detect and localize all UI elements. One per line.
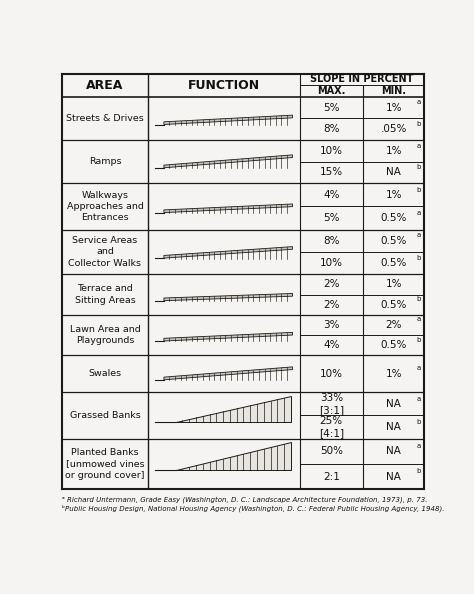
- Text: b: b: [417, 296, 421, 302]
- Text: Terrace and
Sitting Areas: Terrace and Sitting Areas: [74, 285, 136, 305]
- Text: 5%: 5%: [323, 103, 339, 112]
- Text: NA: NA: [386, 168, 401, 178]
- Text: a: a: [417, 143, 421, 148]
- Text: a: a: [417, 232, 421, 238]
- Text: b: b: [417, 255, 421, 261]
- Text: NA: NA: [386, 472, 401, 482]
- Text: 0.5%: 0.5%: [381, 340, 407, 350]
- Text: 4%: 4%: [323, 190, 339, 200]
- Text: b: b: [417, 419, 421, 425]
- Text: a: a: [417, 99, 421, 105]
- Polygon shape: [164, 367, 292, 380]
- Text: a: a: [417, 443, 421, 449]
- Polygon shape: [164, 115, 292, 125]
- Text: 1%: 1%: [385, 103, 402, 112]
- Text: 8%: 8%: [323, 236, 339, 246]
- Text: ᵃ Richard Untermann, Grade Easy (Washington, D. C.: Landscape Architecture Found: ᵃ Richard Untermann, Grade Easy (Washing…: [63, 497, 428, 503]
- Text: Streets & Drives: Streets & Drives: [66, 114, 144, 123]
- Text: 33%
[3:1]: 33% [3:1]: [319, 393, 344, 415]
- Text: a: a: [417, 210, 421, 216]
- Text: 0.5%: 0.5%: [381, 236, 407, 246]
- Text: 2%: 2%: [385, 320, 402, 330]
- Text: ᵇPublic Housing Design, National Housing Agency (Washington, D. C.: Federal Publ: ᵇPublic Housing Design, National Housing…: [63, 505, 445, 512]
- Text: 50%: 50%: [320, 446, 343, 456]
- Text: 2:1: 2:1: [323, 472, 340, 482]
- Text: 10%: 10%: [320, 146, 343, 156]
- Polygon shape: [175, 443, 291, 470]
- Polygon shape: [164, 247, 292, 258]
- Text: 10%: 10%: [320, 258, 343, 268]
- Text: 3%: 3%: [323, 320, 339, 330]
- Text: NA: NA: [386, 446, 401, 456]
- Text: 1%: 1%: [385, 146, 402, 156]
- Text: 0.5%: 0.5%: [381, 213, 407, 223]
- Text: a: a: [417, 396, 421, 402]
- Text: .05%: .05%: [381, 124, 407, 134]
- Text: NA: NA: [386, 422, 401, 432]
- Text: b: b: [417, 337, 421, 343]
- Text: 4%: 4%: [323, 340, 339, 350]
- Text: Grassed Banks: Grassed Banks: [70, 411, 140, 420]
- Polygon shape: [164, 155, 292, 168]
- Text: b: b: [417, 164, 421, 170]
- Text: SLOPE IN PERCENT: SLOPE IN PERCENT: [310, 74, 414, 84]
- Text: 0.5%: 0.5%: [381, 258, 407, 268]
- Polygon shape: [164, 333, 292, 341]
- Polygon shape: [164, 293, 292, 301]
- Text: Service Areas
and
Collector Walks: Service Areas and Collector Walks: [68, 236, 141, 267]
- Text: 25%
[4:1]: 25% [4:1]: [319, 416, 344, 438]
- Text: Swales: Swales: [89, 369, 121, 378]
- Text: 1%: 1%: [385, 279, 402, 289]
- Text: Lawn Area and
Playgrounds: Lawn Area and Playgrounds: [70, 325, 140, 345]
- Polygon shape: [175, 396, 291, 422]
- Text: a: a: [417, 365, 421, 371]
- Text: FUNCTION: FUNCTION: [188, 78, 260, 91]
- Text: Planted Banks
[unmowed vines
or ground cover]: Planted Banks [unmowed vines or ground c…: [65, 448, 145, 479]
- Text: MAX.: MAX.: [317, 86, 346, 96]
- Text: a: a: [417, 317, 421, 323]
- Text: MIN.: MIN.: [381, 86, 406, 96]
- Text: b: b: [417, 469, 421, 475]
- Text: Ramps: Ramps: [89, 157, 121, 166]
- Text: 2%: 2%: [323, 299, 339, 309]
- Text: 15%: 15%: [319, 168, 343, 178]
- Text: 1%: 1%: [385, 190, 402, 200]
- Text: b: b: [417, 187, 421, 192]
- Text: 5%: 5%: [323, 213, 339, 223]
- Text: 0.5%: 0.5%: [381, 299, 407, 309]
- Polygon shape: [164, 204, 292, 213]
- Text: NA: NA: [386, 399, 401, 409]
- Text: 10%: 10%: [320, 369, 343, 378]
- Text: b: b: [417, 121, 421, 127]
- Text: 8%: 8%: [323, 124, 339, 134]
- Text: AREA: AREA: [86, 78, 124, 91]
- Text: 2%: 2%: [323, 279, 339, 289]
- Text: 1%: 1%: [385, 369, 402, 378]
- Text: Walkways
Approaches and
Entrances: Walkways Approaches and Entrances: [66, 191, 144, 222]
